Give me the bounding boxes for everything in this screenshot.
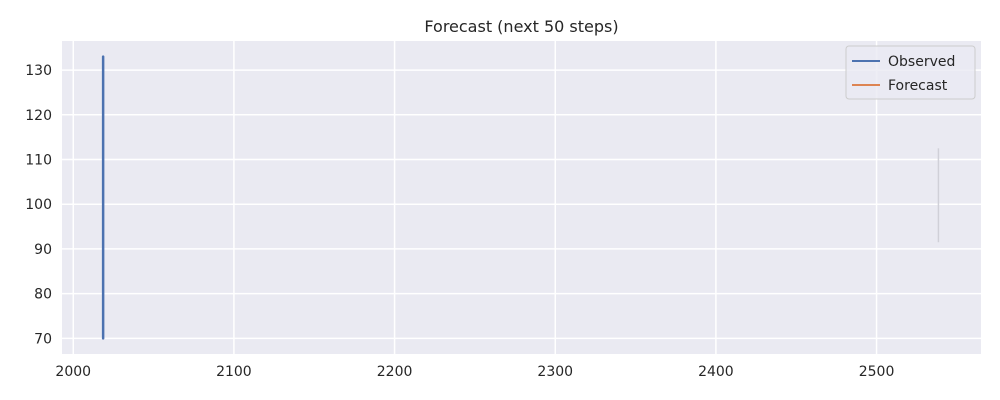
y-tick-label: 90 (34, 242, 52, 258)
y-tick-label: 80 (34, 287, 52, 303)
plot-background (62, 41, 981, 354)
x-tick-label: 2000 (55, 364, 91, 380)
y-tick-label: 110 (25, 152, 52, 168)
y-tick-label: 100 (25, 197, 52, 213)
x-tick-label: 2500 (859, 364, 895, 380)
y-tick-label: 70 (34, 331, 52, 347)
chart-title: Forecast (next 50 steps) (424, 17, 618, 36)
y-tick-label: 120 (25, 108, 52, 124)
tick-labels: 2000 2100 2200 2300 2400 2500 70 80 90 100 110 120 1… (25, 63, 894, 380)
x-tick-label: 2100 (216, 364, 252, 380)
legend-label: Observed (888, 54, 955, 70)
x-tick-label: 2400 (698, 364, 734, 380)
legend-label: Forecast (888, 78, 948, 94)
x-tick-label: 2200 (377, 364, 413, 380)
x-tick-label: 2300 (537, 364, 573, 380)
legend: Observed Forecast (845, 45, 976, 100)
y-tick-label: 130 (25, 63, 52, 79)
